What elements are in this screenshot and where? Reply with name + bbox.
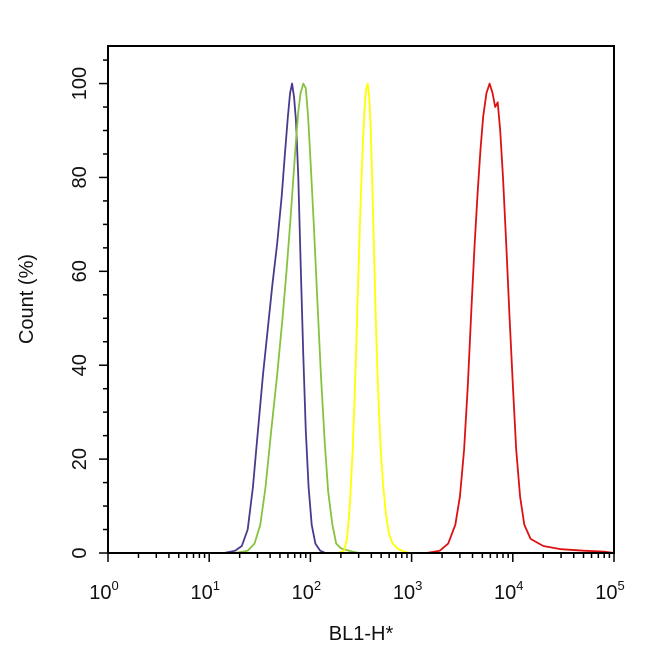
x-tick-label: 104 bbox=[494, 578, 523, 604]
y-ticks bbox=[99, 59, 108, 554]
x-tick-label: 105 bbox=[595, 578, 624, 604]
y-tick-labels: 0 20 40 60 80 100 bbox=[69, 67, 91, 559]
y-tick-label: 20 bbox=[69, 448, 91, 470]
x-tick-label: 101 bbox=[190, 578, 219, 604]
y-tick-label: 60 bbox=[69, 260, 91, 282]
series-layer bbox=[209, 82, 615, 554]
y-tick-label: 0 bbox=[69, 547, 91, 558]
series-line-4 bbox=[411, 82, 615, 554]
series-line-1 bbox=[209, 82, 341, 554]
x-tick-labels: 100 101 102 103 104 105 bbox=[89, 578, 624, 604]
y-tick-label: 100 bbox=[69, 67, 91, 100]
plot-frame bbox=[107, 45, 615, 554]
x-ticks bbox=[107, 553, 615, 562]
x-axis-title: BL1-H* bbox=[329, 623, 394, 645]
y-axis-title: Count (%) bbox=[16, 254, 38, 344]
x-tick-label: 100 bbox=[89, 578, 118, 604]
y-tick-label: 80 bbox=[69, 166, 91, 188]
series-line-3 bbox=[328, 82, 430, 554]
y-tick-label: 40 bbox=[69, 354, 91, 376]
x-tick-label: 103 bbox=[393, 578, 422, 604]
series-line-2 bbox=[217, 82, 359, 554]
x-tick-label: 102 bbox=[292, 578, 321, 604]
